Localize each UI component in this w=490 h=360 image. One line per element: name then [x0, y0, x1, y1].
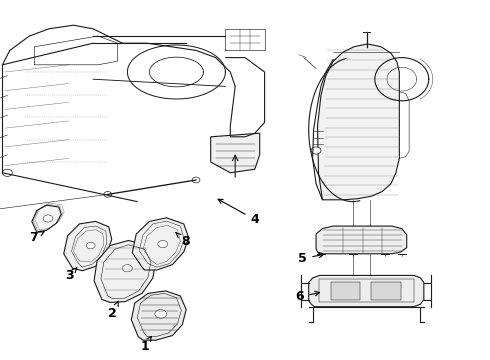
Circle shape [155, 310, 167, 318]
Circle shape [43, 215, 53, 222]
Polygon shape [94, 240, 156, 302]
Text: 2: 2 [108, 301, 118, 320]
Polygon shape [316, 226, 407, 254]
Circle shape [2, 169, 12, 176]
Circle shape [86, 242, 95, 249]
Text: 3: 3 [65, 268, 77, 282]
Circle shape [158, 240, 168, 248]
Text: 5: 5 [298, 252, 323, 265]
Polygon shape [132, 218, 189, 270]
Text: 1: 1 [140, 337, 151, 353]
Circle shape [192, 177, 200, 183]
Circle shape [104, 192, 112, 197]
Polygon shape [318, 44, 399, 200]
Polygon shape [131, 291, 186, 340]
Polygon shape [309, 275, 424, 307]
Text: 7: 7 [29, 231, 44, 244]
Text: 8: 8 [176, 233, 190, 248]
Polygon shape [32, 205, 61, 232]
Text: 4: 4 [218, 199, 259, 226]
Bar [371, 282, 401, 300]
Circle shape [311, 147, 321, 154]
Circle shape [122, 265, 132, 272]
Text: 6: 6 [295, 291, 319, 303]
Polygon shape [211, 133, 260, 173]
Polygon shape [64, 221, 112, 271]
Bar [331, 282, 360, 300]
